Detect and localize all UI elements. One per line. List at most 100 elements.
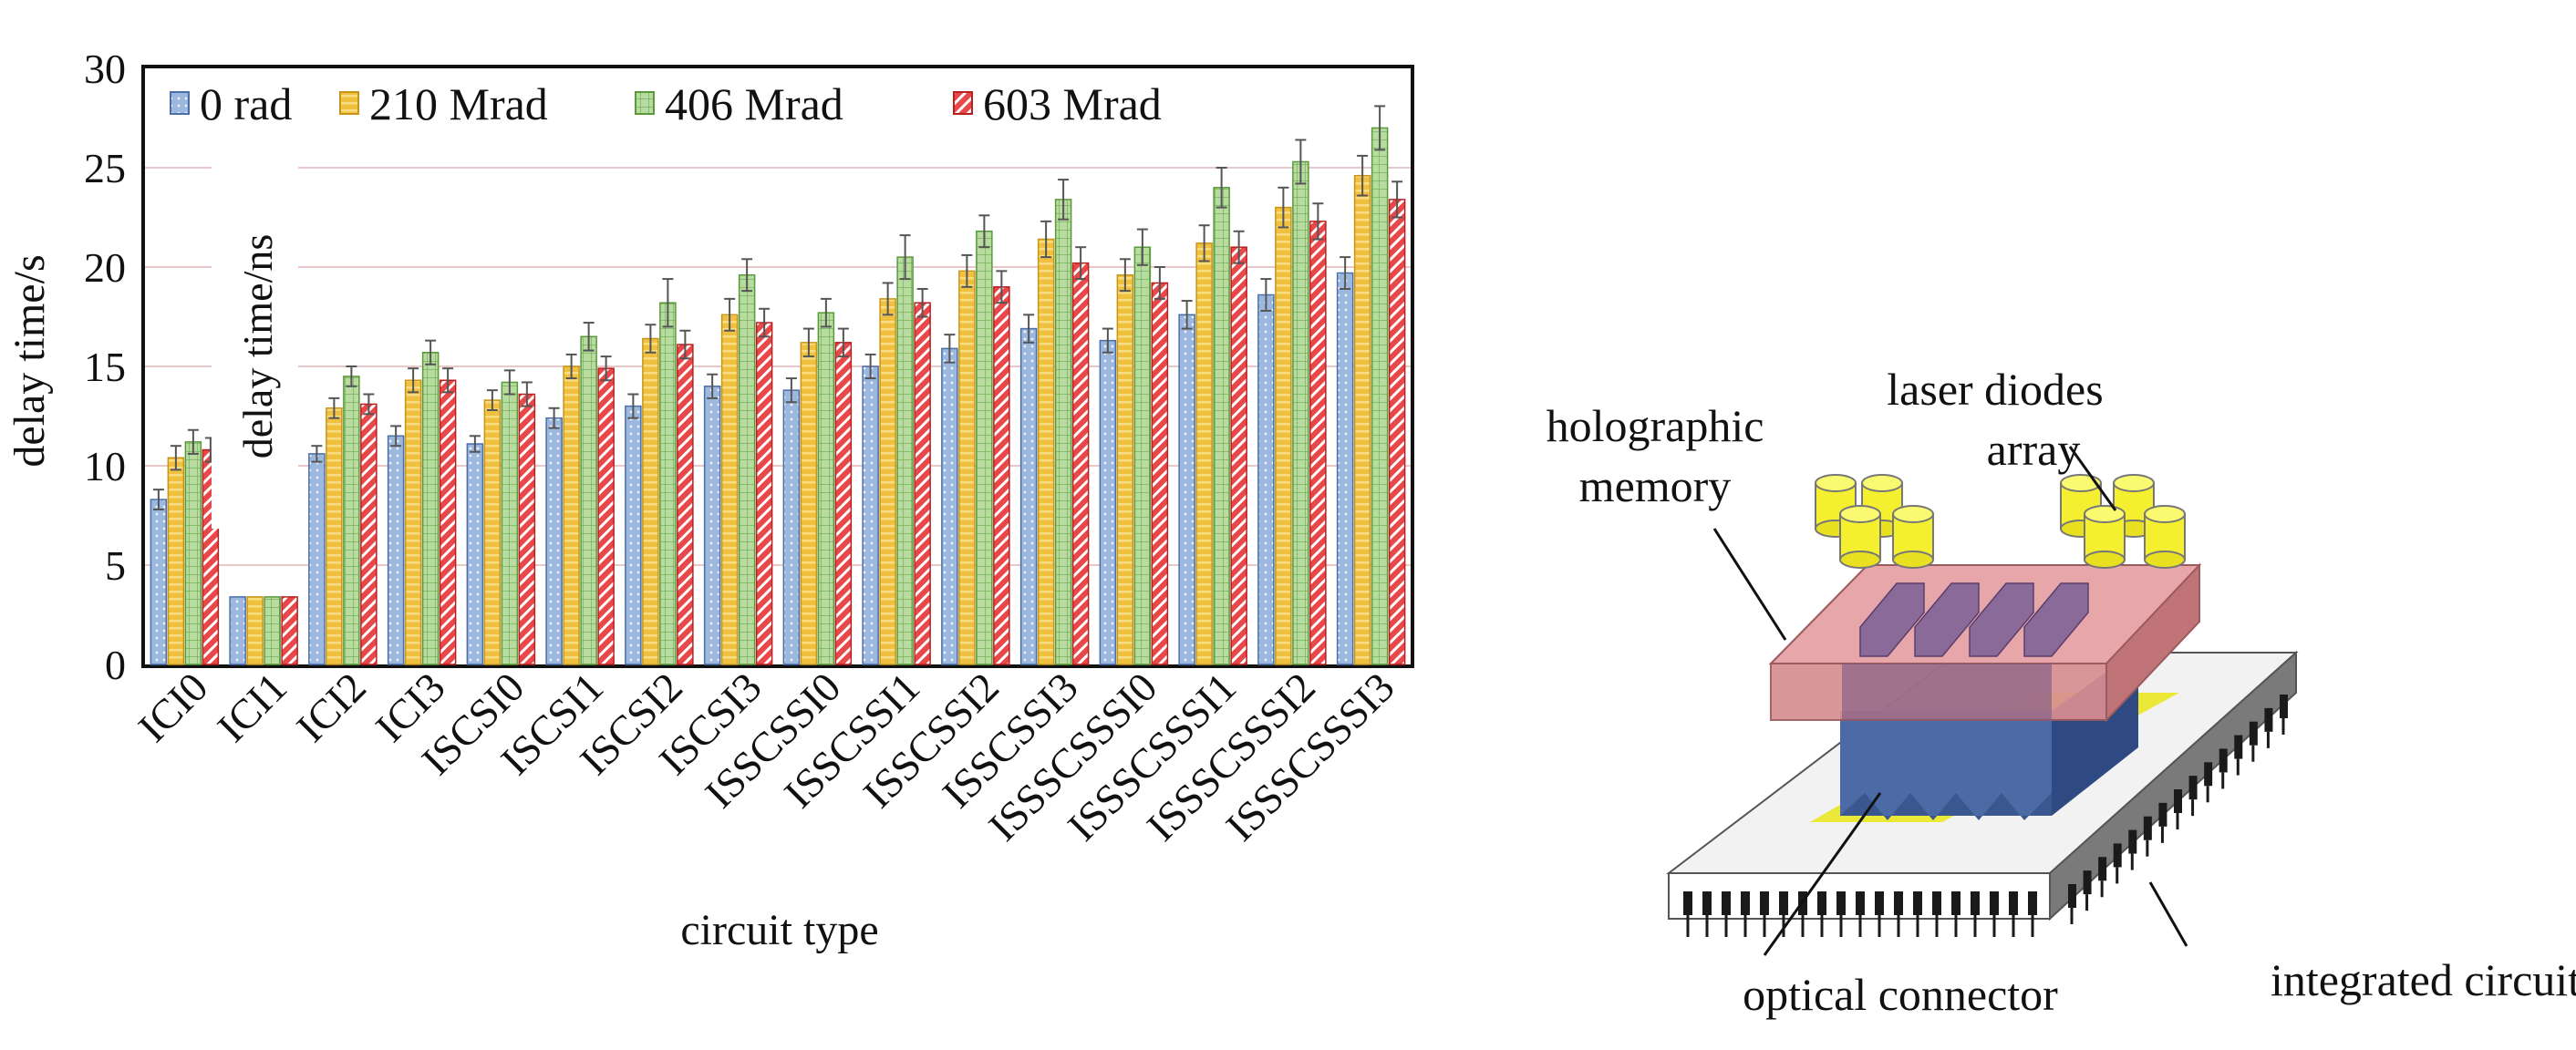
bar-406-mrad-isscssi2 (976, 231, 993, 665)
x-tick-label: ICI0 (129, 664, 217, 751)
pin (1894, 891, 1903, 915)
side-pin (2249, 721, 2258, 746)
bar-210-mrad-iscsi1 (563, 365, 580, 665)
bar-0-rad-issscsssi0 (1099, 339, 1117, 665)
label-integrated-circuit: integrated circuit (2271, 954, 2576, 1005)
bar-406-mrad-iscsi0 (501, 381, 519, 665)
pin (1741, 891, 1750, 915)
side-pin (2174, 789, 2182, 813)
legend: 0 rad 210 Mrad 406 Mrad 603 Mrad (170, 78, 1162, 129)
bar-0-rad-isscssi0 (782, 389, 801, 665)
legend-label: 406 Mrad (665, 78, 843, 129)
bar-210-mrad-isscssi1 (879, 298, 896, 665)
chip-side-pins (2068, 695, 2288, 924)
legend-label: 0 rad (200, 78, 292, 129)
optical-interconnect-diagram: holographic memory laser diodes array op… (1547, 364, 2576, 1020)
bar-210-mrad-issscsssi3 (1353, 174, 1371, 665)
side-pin (2219, 748, 2228, 773)
bar-0-rad-iscsi0 (466, 443, 484, 665)
bar-210-mrad-ici0 (167, 457, 185, 665)
bar-603-mrad-iscsi3 (755, 322, 773, 665)
laser-diode (1839, 505, 1881, 569)
bar-406-mrad-iscsi2 (659, 302, 677, 665)
bar-603-mrad-issscsssi1 (1230, 246, 1247, 665)
connector-front (1840, 711, 2052, 816)
legend-swatch (339, 91, 359, 115)
pin (1722, 891, 1731, 915)
bar-406-mrad-issscsssi2 (1292, 160, 1309, 665)
bar-603-mrad-iscsi2 (677, 344, 694, 665)
bar-0-rad-isscssi3 (1019, 327, 1038, 665)
bar-0-rad-iscsi1 (545, 417, 563, 665)
bar-0-rad-iscsi3 (703, 386, 721, 665)
bar-210-mrad-iscsi2 (642, 337, 659, 665)
bar-0-rad-ici3 (387, 435, 405, 665)
pin (1817, 891, 1826, 915)
pin (1875, 891, 1884, 915)
bar-210-mrad-isscssi0 (800, 342, 818, 665)
error-bars (152, 105, 1403, 510)
bar-210-mrad-ici1 (246, 596, 264, 665)
side-pin (2158, 802, 2167, 827)
bar-0-rad-iscsi2 (625, 405, 642, 665)
x-tick-label: ICI2 (287, 664, 375, 751)
connector-pointer (1763, 792, 1882, 956)
bar-210-mrad-issscsssi0 (1116, 273, 1134, 665)
pin (1913, 891, 1922, 915)
bar-0-rad-isscssi1 (862, 365, 879, 665)
side-pin (2204, 762, 2213, 787)
bar-210-mrad-issscsssi2 (1275, 206, 1292, 665)
legend-swatch (953, 91, 973, 115)
bar-406-mrad-isscssi1 (896, 256, 914, 665)
bar-406-mrad-isscssi3 (1054, 199, 1072, 665)
bar-0-rad-issscsssi1 (1178, 314, 1195, 665)
bars (150, 127, 1406, 665)
bar-210-mrad-isscssi3 (1037, 238, 1055, 665)
chip-right-face (2049, 650, 2297, 921)
ic-pointer (2148, 881, 2188, 947)
bar-406-mrad-ici3 (421, 351, 440, 665)
bar-603-mrad-iscsi0 (518, 393, 536, 665)
y-tick-label: 5 (105, 542, 126, 589)
pin (1683, 891, 1692, 915)
bar-603-mrad-isscssi3 (1071, 262, 1090, 665)
bar-603-mrad-isscssi1 (914, 302, 931, 665)
label-holographic-memory-line1: holographic (1547, 400, 1764, 451)
bar-603-mrad-issscsssi2 (1309, 221, 1327, 665)
x-tick-label: ICI1 (209, 664, 296, 751)
side-pin (2143, 816, 2152, 840)
bar-406-mrad-isscssi0 (817, 312, 835, 665)
y-tick-labels: 0 5 10 15 20 25 30 (84, 46, 126, 688)
memory-connector-overlap (1842, 664, 2052, 720)
bar-210-mrad-ici2 (326, 407, 343, 665)
plot-area-frame (141, 65, 1414, 668)
holographic-memory-block (1768, 562, 2202, 723)
memory-ridges (1859, 582, 2089, 657)
bar-406-mrad-issscsssi0 (1133, 246, 1152, 665)
x-tick-labels: ICI0ICI1ICI2ICI3ISCSI0ISCSI1ISCSI2ISCSI3… (129, 664, 1403, 849)
side-pin (2098, 857, 2107, 881)
memory-pointer (1712, 528, 1787, 641)
legend-swatch (170, 91, 190, 115)
bar-406-mrad-iscsi1 (580, 335, 597, 665)
y-tick-label: 30 (84, 46, 126, 92)
y-tick-label: 10 (84, 443, 126, 489)
bar-603-mrad-ici2 (360, 403, 378, 665)
y-axis-label: delay time/s (5, 254, 54, 467)
pin (1836, 891, 1846, 915)
y-tick-label: 20 (84, 244, 126, 291)
side-pin (2264, 707, 2273, 732)
bar-210-mrad-iscsi0 (483, 399, 502, 665)
bar-0-rad-issscsssi3 (1336, 272, 1354, 665)
bar-0-rad-ici2 (308, 453, 326, 665)
bar-210-mrad-isscssi2 (958, 270, 976, 665)
bar-210-mrad-iscsi3 (720, 314, 739, 665)
bar-0-rad-issscsssi2 (1257, 293, 1275, 665)
delay-time-bar-chart: 0 5 10 15 20 25 30 ICI0ICI1ICI2ICI3ISCSI0ISCSI… (5, 46, 1414, 954)
bar-0-rad-ici0 (150, 499, 168, 665)
label-laser-diodes-line1: laser diodes (1887, 364, 2103, 415)
bar-406-mrad-issscsssi3 (1371, 127, 1389, 665)
label-optical-connector: optical connector (1743, 969, 2058, 1020)
bar-603-mrad-iscsi1 (597, 367, 615, 665)
